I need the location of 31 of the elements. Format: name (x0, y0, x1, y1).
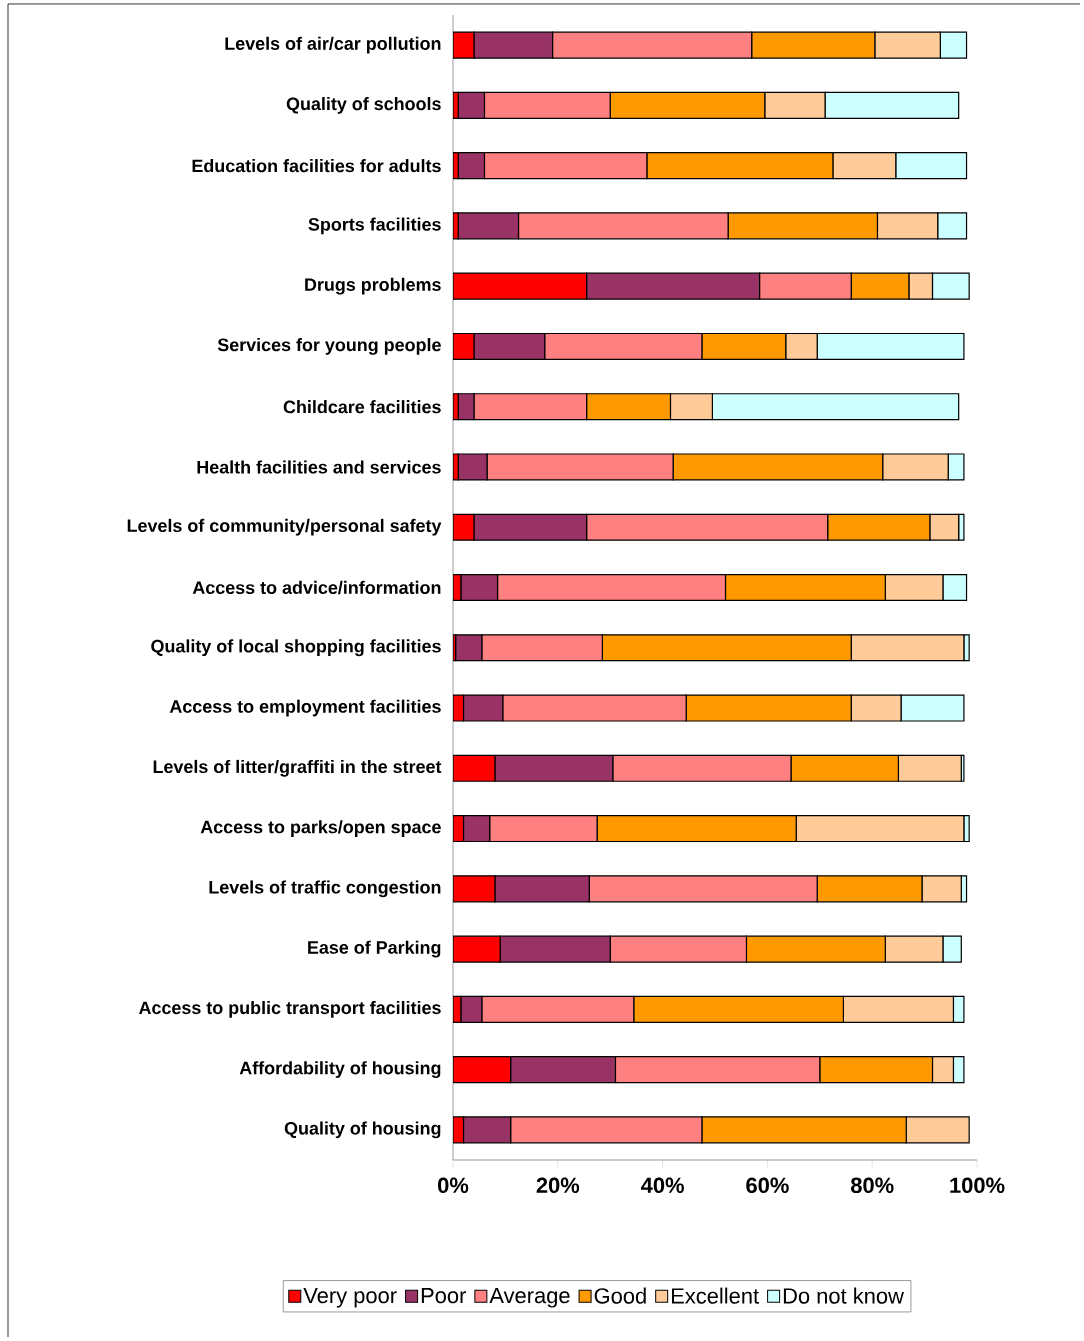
y-tick-label: Sports facilities (308, 217, 441, 235)
x-tick-label: 40% (641, 1177, 684, 1194)
y-tick-label: Access to advice/information (192, 580, 441, 595)
y-tick-label: Affordability of housing (239, 1061, 441, 1079)
x-tick-label: 80% (850, 1177, 894, 1194)
x-tick-label: 0% (438, 1177, 469, 1194)
legend-label: Excellent (671, 1287, 759, 1304)
y-tick-label: Levels of litter/graffiti in the street (153, 759, 442, 777)
y-tick-label: Quality of schools (286, 97, 441, 114)
y-tick-label: Services for young people (217, 338, 441, 355)
y-tick-label: Childcare facilities (283, 400, 441, 414)
y-tick-label: Levels of air/car pollution (225, 36, 441, 54)
y-tick-label: Quality of housing (284, 1121, 441, 1139)
legend-label: Poor (421, 1287, 466, 1304)
y-tick-label: Education facilities for adults (192, 159, 441, 173)
y-tick-label: Quality of local shopping facilities (151, 639, 441, 657)
legend-label: Average (489, 1287, 570, 1308)
x-tick-label: 60% (746, 1177, 789, 1194)
legend-label: Do not know (783, 1287, 904, 1304)
legend-label: Good (594, 1287, 646, 1304)
legend-label: Very poor (303, 1287, 397, 1308)
y-tick-label: Ease of Parking (308, 940, 441, 958)
y-tick-label: Drugs problems (305, 277, 441, 295)
x-tick-label: 100% (950, 1177, 1005, 1194)
y-tick-label: Levels of traffic congestion (209, 880, 441, 898)
y-tick-label: Health facilities and services (197, 460, 441, 474)
y-tick-label: Levels of community/personal safety (127, 518, 442, 536)
y-tick-label: Access to parks/open space (200, 820, 441, 837)
y-tick-label: Access to public transport facilities (138, 1000, 441, 1018)
x-tick-label: 20% (536, 1177, 580, 1194)
y-tick-label: Access to employment facilities (169, 699, 441, 717)
